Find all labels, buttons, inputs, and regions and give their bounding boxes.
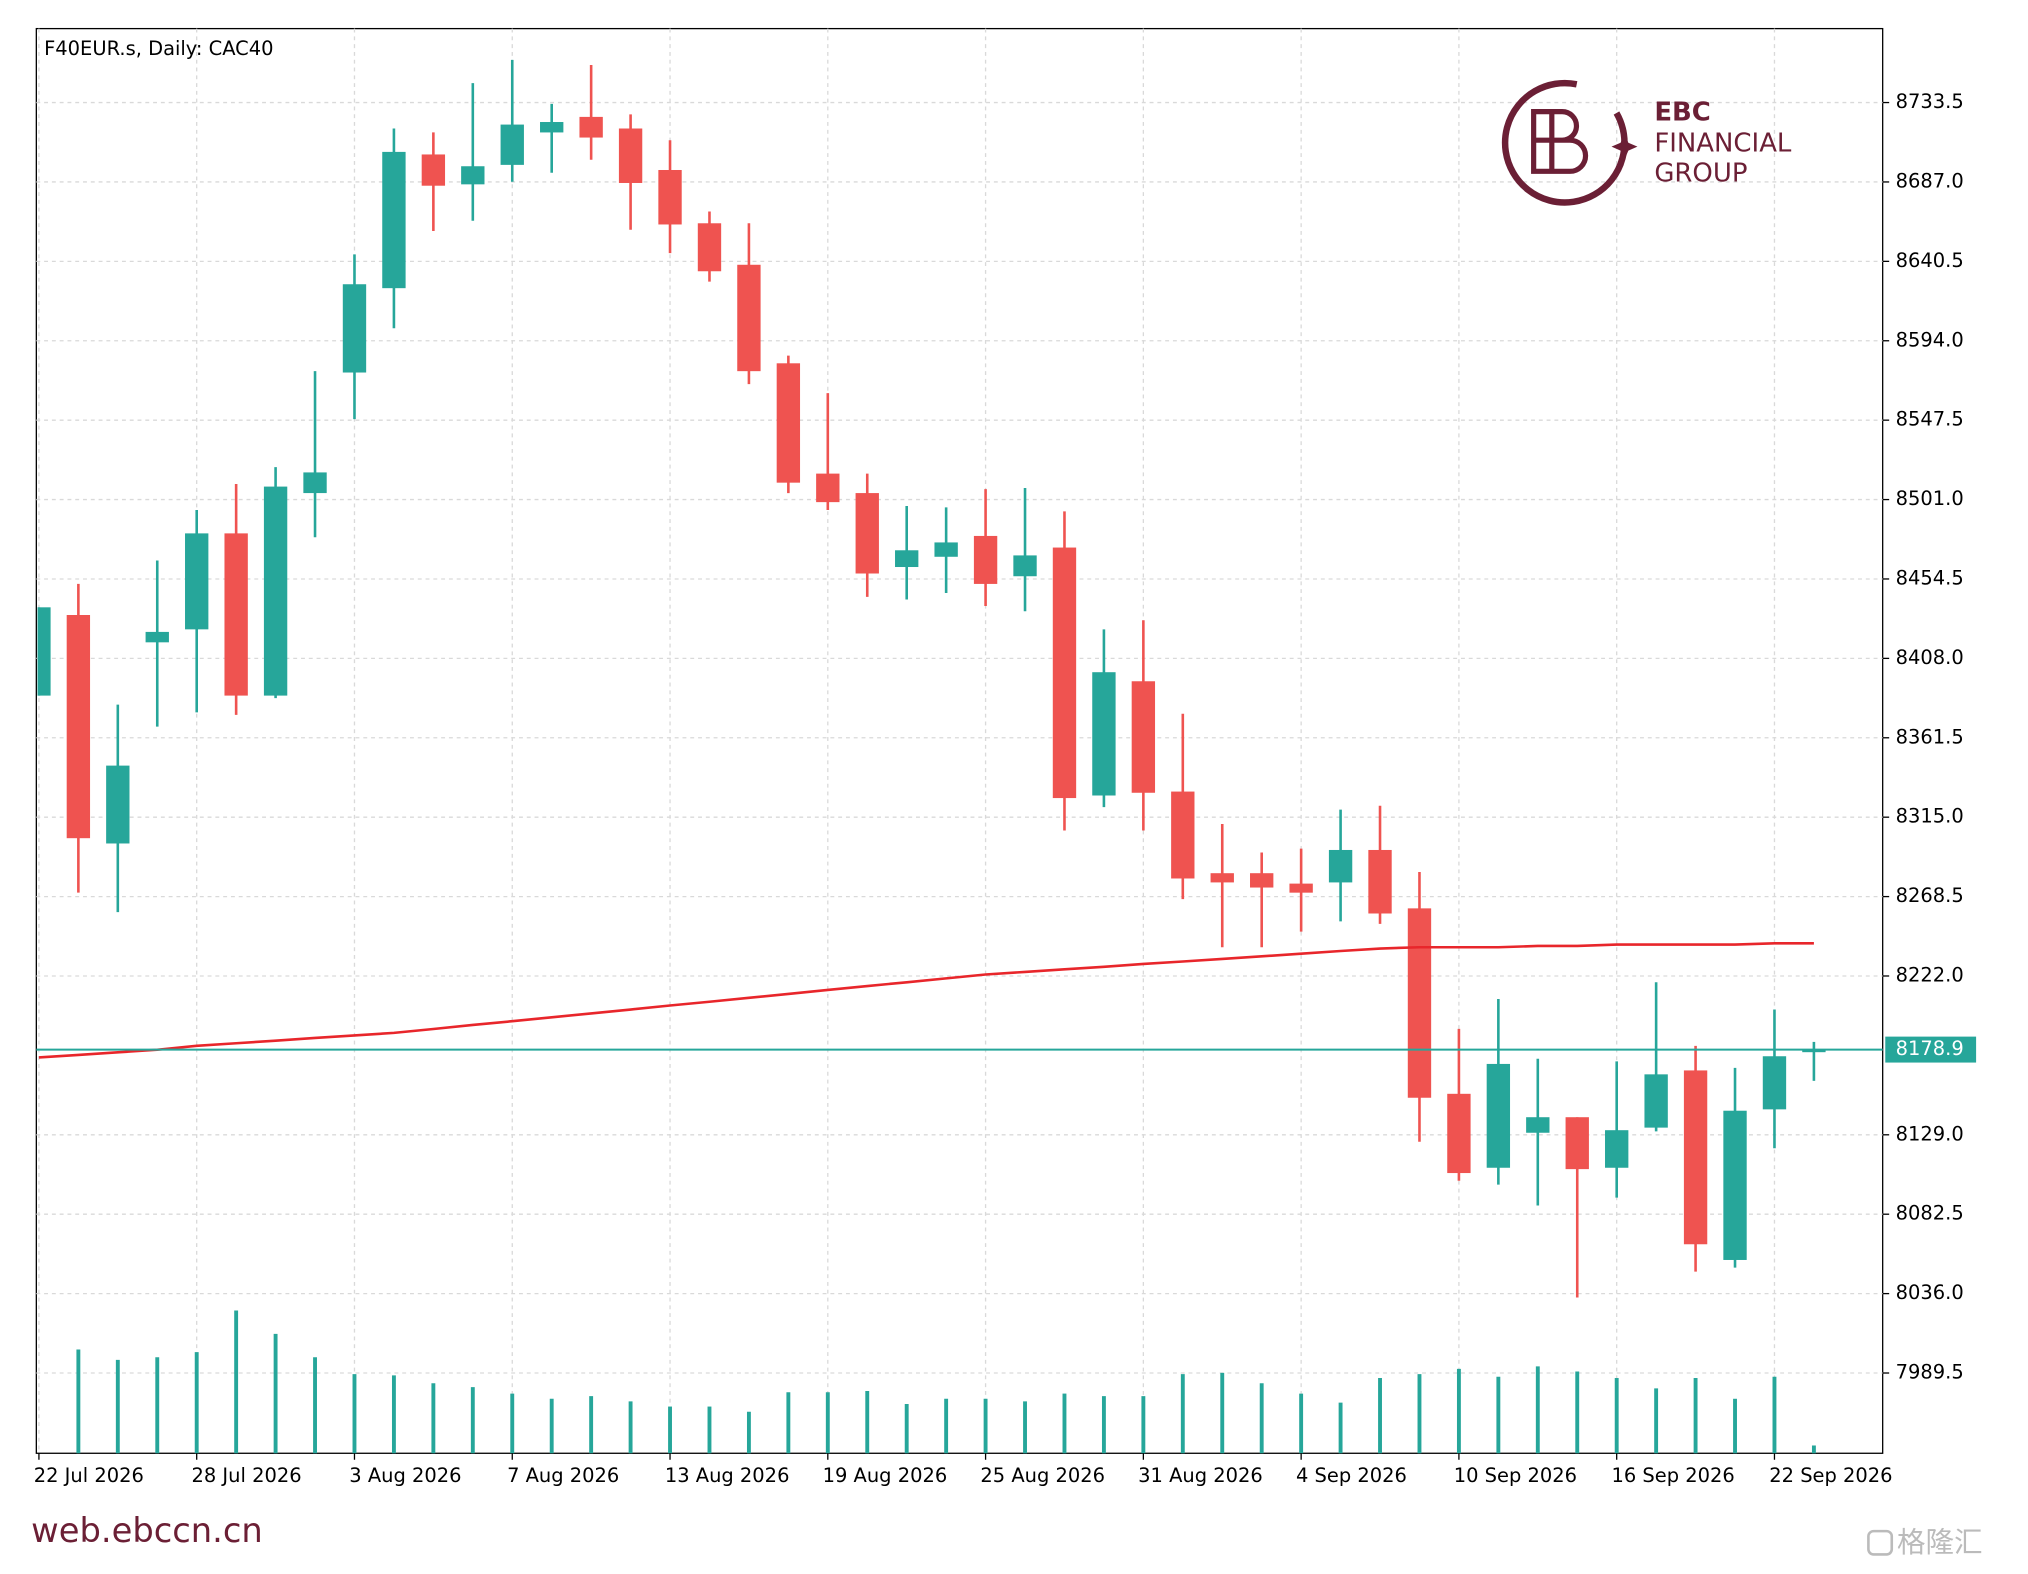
x-tick-label: 13 Aug 2026 [665,1464,790,1487]
watermark: 格隆汇 [1867,1526,1983,1559]
x-tick-label: 22 Jul 2026 [34,1464,144,1487]
candle-body [737,264,761,372]
candle-body [934,542,958,557]
y-tick-label: 7989.5 [1896,1361,1964,1384]
y-tick-label: 8408.0 [1896,646,1964,669]
y-tick-label: 8129.0 [1896,1122,1964,1145]
candle-body [1802,1049,1826,1053]
x-tick-label: 25 Aug 2026 [980,1464,1105,1487]
y-tick-label: 8222.0 [1896,963,1964,986]
chart-title: F40EUR.s, Daily: CAC40 [44,37,273,60]
candle-body [1052,547,1077,799]
y-tick-label: 8594.0 [1896,328,1964,351]
current-price-tag [1885,1036,1977,1063]
candle-body [618,128,643,183]
y-tick-label: 8501.0 [1896,487,1964,510]
candle-body [579,116,603,138]
y-tick-label: 8082.5 [1896,1202,1964,1225]
x-tick-label: 22 Sep 2026 [1769,1464,1892,1487]
candle-body [66,615,91,839]
y-tick-label: 8454.5 [1896,566,1964,589]
plot-frame [35,27,1884,1454]
candle-body [1289,883,1313,893]
candle-body [1407,908,1432,1098]
logo-star [1611,133,1638,160]
candle-body [1171,791,1195,879]
y-tick-label: 8733.5 [1896,90,1964,113]
candle-body [37,607,51,696]
candle-body [1013,555,1037,577]
x-tick-label: 3 Aug 2026 [349,1464,461,1487]
candle-body [461,166,485,185]
candle-body [776,363,801,483]
candle-body [1565,1117,1589,1170]
moving-average-line [38,942,1814,1059]
x-tick-label: 10 Sep 2026 [1454,1464,1577,1487]
candle-body [1250,873,1274,888]
candle-body [540,122,564,133]
candle-body [1644,1074,1668,1128]
candle-body [500,124,524,165]
current-price-label: 8178.9 [1896,1037,1964,1060]
candle-body [1328,849,1353,883]
y-tick-label: 8547.5 [1896,408,1964,431]
footer-url: web.ebccn.cn [31,1511,263,1550]
candle-body [697,223,722,272]
x-tick-label: 7 Aug 2026 [507,1464,619,1487]
candle-body [1131,681,1156,793]
candle-body [1723,1110,1747,1260]
candle-body [1368,849,1392,914]
logo-text: EBC [1654,97,1711,127]
candle-body [1683,1070,1708,1245]
candle-body [895,550,919,568]
logo-text: FINANCIAL [1654,129,1792,159]
candle-body [263,486,288,696]
x-tick-label: 19 Aug 2026 [823,1464,948,1487]
candle-body [185,533,209,630]
candle-body [855,493,879,574]
candle-body [1762,1056,1787,1110]
candle-body [1486,1063,1511,1168]
candle-body [1605,1130,1629,1168]
candle-body [1210,873,1234,883]
y-tick-label: 8640.5 [1896,249,1964,272]
y-tick-label: 8315.0 [1896,805,1964,828]
candle-body [1447,1093,1471,1174]
candle-body [224,533,248,696]
candle-body [658,169,682,225]
candle-body [816,473,840,503]
candle-body [973,535,998,584]
candle-body [303,472,327,494]
x-tick-label: 28 Jul 2026 [192,1464,302,1487]
y-tick-label: 8268.5 [1896,884,1964,907]
candle-body [106,765,130,844]
x-tick-label: 31 Aug 2026 [1138,1464,1263,1487]
x-tick-label: 4 Sep 2026 [1296,1464,1407,1487]
watermark-text: 格隆汇 [1897,1526,1983,1559]
candle-body [1092,672,1116,796]
candle-body [382,151,406,289]
y-tick-label: 8687.0 [1896,169,1964,192]
y-tick-label: 8361.5 [1896,725,1964,748]
y-tick-label: 8036.0 [1896,1281,1964,1304]
candle-body [1526,1117,1550,1133]
logo-text: GROUP [1654,158,1747,188]
watermark-icon [1867,1529,1894,1556]
marks [36,59,1883,1454]
logo-mark [1531,109,1589,174]
x-tick-label: 16 Sep 2026 [1612,1464,1735,1487]
candle-body [342,284,367,373]
candle-body [421,154,446,186]
candle-body [145,631,169,643]
